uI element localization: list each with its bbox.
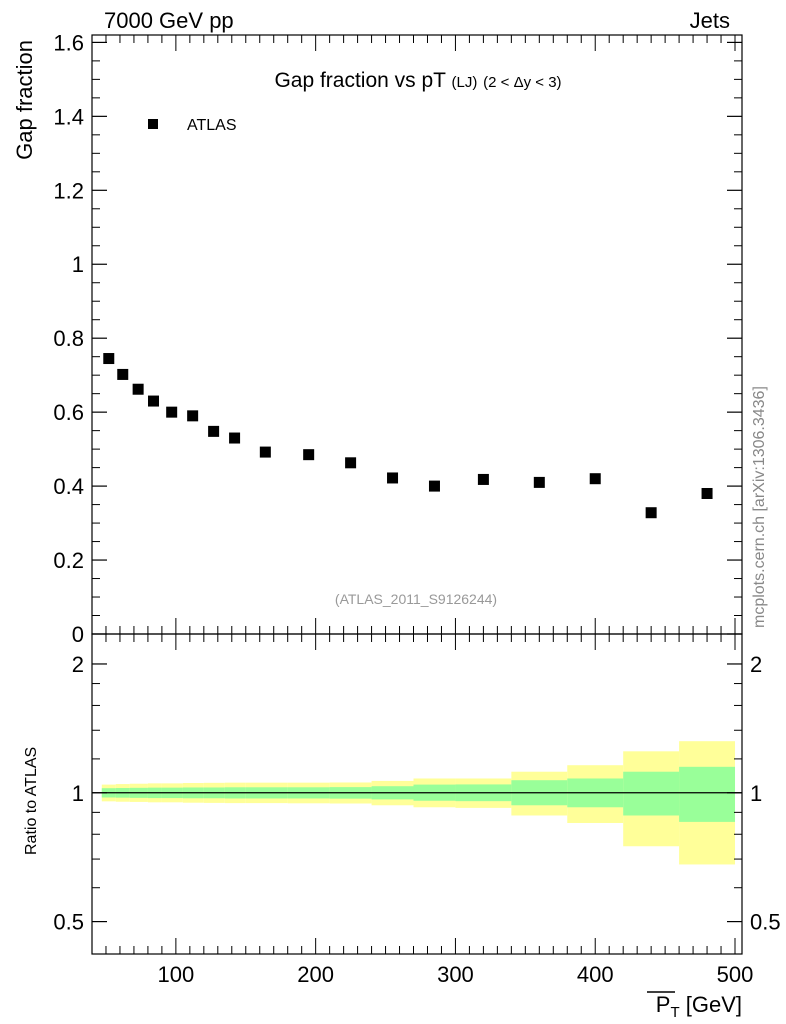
main-y-axis: 0 0.2 0.4 0.6 0.8 1 1.2 1.4 1.6 [53, 30, 742, 647]
ratio-panel: 0.5 0.5 1 1 2 2 100 200 300 400 500 Ratio to ATLA… [23, 633, 781, 1021]
main-x-ticks [105, 35, 736, 634]
main-y-tick-label: 0.2 [53, 548, 84, 573]
data-point [345, 457, 357, 469]
x-axis-label-unit: [GeV] [680, 992, 742, 1017]
ratio-y-tick-label: 2 [72, 652, 84, 677]
data-point [645, 507, 657, 519]
plot-title-cond: (2 < Δy < 3) [483, 74, 561, 91]
data-point [701, 487, 713, 499]
main-y-tick-label: 0.8 [53, 326, 84, 351]
ratio-x-axis: 100 200 300 400 500 [105, 634, 754, 987]
plot-title-sub: (LJ) [451, 74, 477, 91]
ratio-stat-band [679, 766, 736, 822]
main-y-tick-label: 0.4 [53, 474, 84, 499]
ratio-y-tick-label-right: 0.5 [750, 910, 781, 935]
main-y-tick-label: 0.6 [53, 400, 84, 425]
data-point [166, 406, 178, 418]
legend-label-atlas: ATLAS [187, 117, 237, 134]
y-axis-label: Gap fraction [12, 40, 37, 160]
ratio-y-tick-label: 1 [72, 781, 84, 806]
plot-title: Gap fraction vs pT (LJ) (2 < Δy < 3) [274, 69, 561, 92]
data-point [103, 353, 115, 365]
ratio-x-tick-label: 100 [158, 962, 195, 987]
data-point [148, 395, 160, 407]
ratio-plot-frame [91, 633, 743, 955]
main-y-tick-label: 1.6 [53, 30, 84, 55]
data-point [208, 425, 220, 437]
data-point [477, 473, 489, 485]
data-point [187, 410, 199, 422]
energy-label: 7000 GeV pp [104, 8, 234, 33]
mcplots-watermark: mcplots.cern.ch [arXiv:1306.3436] [751, 386, 768, 628]
x-axis-label: PT [GeV] [647, 991, 742, 1021]
main-panel: 0 0.2 0.4 0.6 0.8 1 1.2 1.4 1.6 Gap fraction Gap… [12, 30, 743, 647]
x-axis-label-sub: T [670, 1004, 679, 1021]
data-point [117, 368, 129, 380]
ratio-y-tick-label-right: 1 [750, 781, 762, 806]
ratio-x-tick-label: 300 [437, 962, 474, 987]
main-y-tick-label: 1.2 [53, 178, 84, 203]
main-y-tick-label: 1.4 [53, 104, 84, 129]
ratio-y-tick-label: 0.5 [53, 910, 84, 935]
data-point [229, 432, 241, 444]
ratio-y-axis: 0.5 0.5 1 1 2 2 [53, 652, 780, 935]
data-point [533, 476, 545, 488]
ratio-x-tick-label: 400 [577, 962, 614, 987]
data-point [589, 473, 601, 485]
ratio-y-tick-label-right: 2 [750, 652, 762, 677]
legend-marker-atlas [148, 119, 158, 129]
main-marks [103, 353, 713, 519]
ratio-y-axis-label: Ratio to ATLAS [23, 747, 40, 855]
data-point [428, 480, 440, 492]
data-point [259, 446, 271, 458]
data-point [387, 472, 399, 484]
ratio-stat-band [623, 771, 680, 816]
process-label: Jets [690, 8, 730, 33]
ratio-bands [101, 741, 736, 865]
svg-text:PT [GeV]: PT [GeV] [656, 992, 742, 1021]
ratio-x-tick-label: 200 [297, 962, 334, 987]
plot-title-main: Gap fraction vs pT [274, 69, 446, 92]
data-point [303, 449, 315, 461]
analysis-id: (ATLAS_2011_S9126244) [335, 591, 497, 607]
main-y-tick-label: 1 [72, 252, 84, 277]
x-axis-label-main: P [656, 992, 671, 1017]
main-y-tick-label: 0 [72, 622, 84, 647]
data-point [132, 383, 144, 395]
ratio-x-tick-label: 500 [717, 962, 754, 987]
